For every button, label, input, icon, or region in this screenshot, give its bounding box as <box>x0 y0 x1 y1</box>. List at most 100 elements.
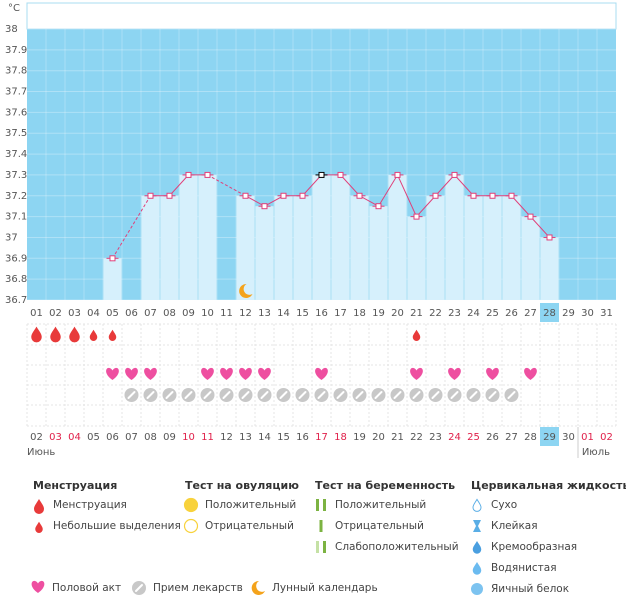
moon-icon <box>239 283 253 298</box>
x-tick-label: 05 <box>106 308 119 319</box>
temperature-point[interactable] <box>546 234 553 241</box>
heart-shape <box>239 367 252 380</box>
temperature-point[interactable] <box>356 192 363 199</box>
ovulation-icon <box>183 497 199 513</box>
date-label: 28 <box>524 432 537 443</box>
x-tick-label: 18 <box>353 308 366 319</box>
heart-shape <box>220 367 233 380</box>
date-label: 02 <box>30 432 43 443</box>
pill-slash <box>336 391 345 399</box>
date-label: 03 <box>49 432 62 443</box>
month-label: Июнь <box>27 447 55 458</box>
date-label: 02 <box>600 432 613 443</box>
pregnancy-icon <box>319 520 323 532</box>
heart-icon <box>106 367 119 380</box>
legend-label: Отрицательный <box>335 520 424 532</box>
pill-icon <box>162 388 177 402</box>
temperature-point[interactable] <box>489 192 496 199</box>
temperature-point[interactable] <box>318 171 325 178</box>
date-label: 01 <box>581 432 594 443</box>
current-date-highlight <box>540 427 559 446</box>
pill-icon <box>181 388 196 402</box>
pill-slash <box>135 584 143 592</box>
x-tick-label: 31 <box>600 308 613 319</box>
temperature-bar <box>445 174 464 300</box>
drop-icon <box>412 329 421 341</box>
pill-slash <box>431 391 440 399</box>
heart-icon <box>524 367 537 380</box>
temperature-point[interactable] <box>470 192 477 199</box>
temperature-point[interactable] <box>451 171 458 178</box>
date-label: 21 <box>391 432 404 443</box>
temperature-bar <box>274 195 293 300</box>
legend-label: Яичный белок <box>491 583 569 595</box>
temperature-point[interactable] <box>299 192 306 199</box>
temperature-point[interactable] <box>109 255 116 262</box>
temperature-point[interactable] <box>280 192 287 199</box>
x-tick-label: 15 <box>296 308 309 319</box>
x-tick-label: 11 <box>220 308 233 319</box>
drop-shape <box>50 326 61 343</box>
temperature-point[interactable] <box>261 203 268 210</box>
temperature-bar <box>483 195 502 300</box>
y-tick-label: 36.7 <box>5 295 27 306</box>
date-label: 23 <box>429 432 442 443</box>
drop-icon <box>69 326 80 343</box>
pill-slash <box>127 391 136 399</box>
legend-label: Водянистая <box>491 562 557 574</box>
gap-connector <box>112 195 151 259</box>
temperature-bar <box>464 195 483 300</box>
temperature-point[interactable] <box>394 171 401 178</box>
top-band <box>26 2 617 30</box>
date-label: 30 <box>562 432 575 443</box>
pill-icon <box>238 388 253 402</box>
temperature-point[interactable] <box>508 192 515 199</box>
pill-slash <box>355 391 364 399</box>
y-tick-label: 37.6 <box>5 107 27 118</box>
legend-title: Цервикальная жидкость <box>471 479 626 492</box>
temperature-point[interactable] <box>527 213 534 220</box>
legend-label: Положительный <box>335 499 426 511</box>
temperature-point[interactable] <box>337 171 344 178</box>
temperature-bar <box>293 195 312 300</box>
drop-icon <box>472 562 482 575</box>
unit-label: °C <box>8 3 20 14</box>
temperature-bar <box>103 258 122 300</box>
temperature-point[interactable] <box>242 192 249 199</box>
temperature-point[interactable] <box>147 192 154 199</box>
temperature-point[interactable] <box>432 192 439 199</box>
pill-icon <box>124 388 139 402</box>
pill-slash <box>393 391 402 399</box>
legend-title: Тест на беременность <box>315 479 455 492</box>
heart-shape <box>258 367 271 380</box>
date-label: 29 <box>543 432 556 443</box>
x-tick-label: 19 <box>372 308 385 319</box>
heart-shape <box>448 367 461 380</box>
x-tick-label: 14 <box>277 308 290 319</box>
temperature-bar <box>141 195 160 300</box>
x-tick-label: 13 <box>258 308 271 319</box>
date-label: 16 <box>296 432 309 443</box>
temperature-point[interactable] <box>413 213 420 220</box>
legend-label: Положительный <box>205 499 296 511</box>
moon-shape <box>239 283 253 298</box>
pill-slash <box>469 391 478 399</box>
temperature-point[interactable] <box>204 171 211 178</box>
gap-connector <box>207 174 246 197</box>
heart-icon <box>144 367 157 380</box>
temperature-point[interactable] <box>166 192 173 199</box>
x-tick-label: 24 <box>467 308 480 319</box>
pill-icon <box>219 388 234 402</box>
drop-shape <box>472 562 482 575</box>
temperature-point[interactable] <box>185 171 192 178</box>
pill-slash <box>412 391 421 399</box>
date-label: 09 <box>163 432 176 443</box>
x-tick-label: 10 <box>201 308 214 319</box>
y-tick-label: 37.7 <box>5 87 27 98</box>
test-bar <box>323 499 326 511</box>
temperature-point[interactable] <box>375 203 382 210</box>
legend-label: Слабоположительный <box>335 541 459 553</box>
date-label: 04 <box>68 432 81 443</box>
pill-icon <box>371 388 386 402</box>
temperature-bar <box>540 237 559 300</box>
